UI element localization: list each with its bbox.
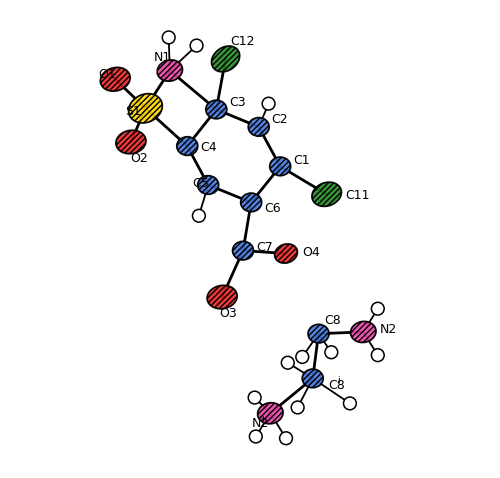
Ellipse shape <box>274 244 297 263</box>
Ellipse shape <box>212 46 240 72</box>
Ellipse shape <box>270 157 290 176</box>
Text: O3: O3 <box>219 307 237 320</box>
Ellipse shape <box>312 182 342 206</box>
Text: C5: C5 <box>192 177 208 190</box>
Text: C4: C4 <box>200 141 216 154</box>
Ellipse shape <box>232 241 254 260</box>
Text: S1: S1 <box>125 105 141 118</box>
Ellipse shape <box>100 67 130 91</box>
Circle shape <box>282 356 294 369</box>
Circle shape <box>372 349 384 361</box>
Circle shape <box>344 397 356 410</box>
Text: C1: C1 <box>293 154 310 167</box>
Ellipse shape <box>248 118 269 136</box>
Ellipse shape <box>258 403 283 424</box>
Ellipse shape <box>240 193 262 212</box>
Text: O4: O4 <box>302 246 320 259</box>
Text: C11: C11 <box>346 189 370 202</box>
Circle shape <box>291 401 304 414</box>
Circle shape <box>262 97 275 110</box>
Text: C2: C2 <box>272 113 288 126</box>
Ellipse shape <box>177 137 198 155</box>
Text: i: i <box>261 414 264 423</box>
Circle shape <box>325 346 338 358</box>
Text: C7: C7 <box>256 241 272 254</box>
Circle shape <box>248 391 261 404</box>
Text: C3: C3 <box>229 96 246 109</box>
Text: i: i <box>337 376 340 385</box>
Circle shape <box>162 31 175 44</box>
Ellipse shape <box>206 100 227 119</box>
Ellipse shape <box>116 130 146 154</box>
Text: O2: O2 <box>130 152 148 165</box>
Text: O1: O1 <box>98 68 116 81</box>
Ellipse shape <box>128 94 162 123</box>
Text: C8: C8 <box>324 315 341 327</box>
Circle shape <box>190 39 203 52</box>
Text: C8: C8 <box>328 379 344 392</box>
Text: N2: N2 <box>252 417 269 430</box>
Ellipse shape <box>198 176 218 194</box>
Ellipse shape <box>302 369 323 388</box>
Ellipse shape <box>308 325 329 343</box>
Text: C12: C12 <box>230 35 255 48</box>
Ellipse shape <box>350 321 376 342</box>
Ellipse shape <box>207 285 237 309</box>
Ellipse shape <box>157 60 182 81</box>
Circle shape <box>280 432 292 445</box>
Text: C6: C6 <box>264 202 280 215</box>
Circle shape <box>250 430 262 443</box>
Circle shape <box>296 350 308 363</box>
Text: N2: N2 <box>380 323 397 336</box>
Circle shape <box>192 209 205 222</box>
Text: N1: N1 <box>154 51 171 64</box>
Circle shape <box>372 302 384 315</box>
